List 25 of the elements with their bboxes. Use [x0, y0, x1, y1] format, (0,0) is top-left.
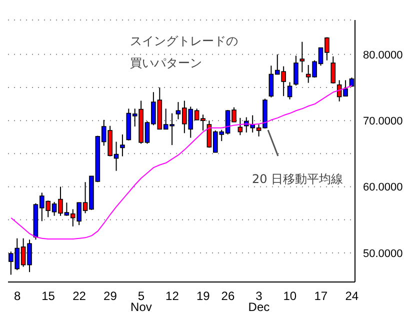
annotation: 買いパターン	[130, 55, 202, 72]
x-tick-label: 10	[283, 289, 297, 303]
x-tick-label: 15	[42, 289, 56, 303]
annotation: 20 日移動平均線	[252, 171, 344, 188]
x-tick-label: 8	[14, 289, 21, 303]
x-tick-label: 22	[72, 289, 86, 303]
x-tick-label: 19	[196, 289, 210, 303]
candlestick	[300, 41, 305, 73]
x-tick-label: 3 Dec	[248, 289, 270, 314]
x-tick-label: 5 Nov	[130, 289, 152, 314]
y-tick-label: 60.0000	[363, 182, 403, 194]
x-tick-label: 29	[104, 289, 118, 303]
candlestick	[294, 55, 298, 86]
line-series	[10, 85, 352, 240]
y-tick-label: 50.0000	[363, 248, 403, 260]
candlestick	[287, 82, 292, 100]
y-tick-label: 70.0000	[363, 115, 403, 128]
y-tick-label: 80.0000	[363, 49, 403, 62]
x-tick-label: 24	[345, 289, 359, 303]
candlestick	[120, 134, 125, 157]
candlestick	[330, 56, 336, 84]
x-tick-label: 26	[221, 289, 235, 303]
x-tick-label: 12	[166, 289, 180, 303]
x-tick-label: 17	[314, 289, 328, 303]
annotation: スイングトレードの	[130, 33, 238, 50]
